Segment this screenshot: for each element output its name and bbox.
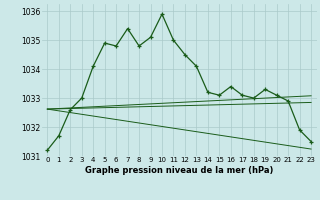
X-axis label: Graphe pression niveau de la mer (hPa): Graphe pression niveau de la mer (hPa) [85,166,273,175]
